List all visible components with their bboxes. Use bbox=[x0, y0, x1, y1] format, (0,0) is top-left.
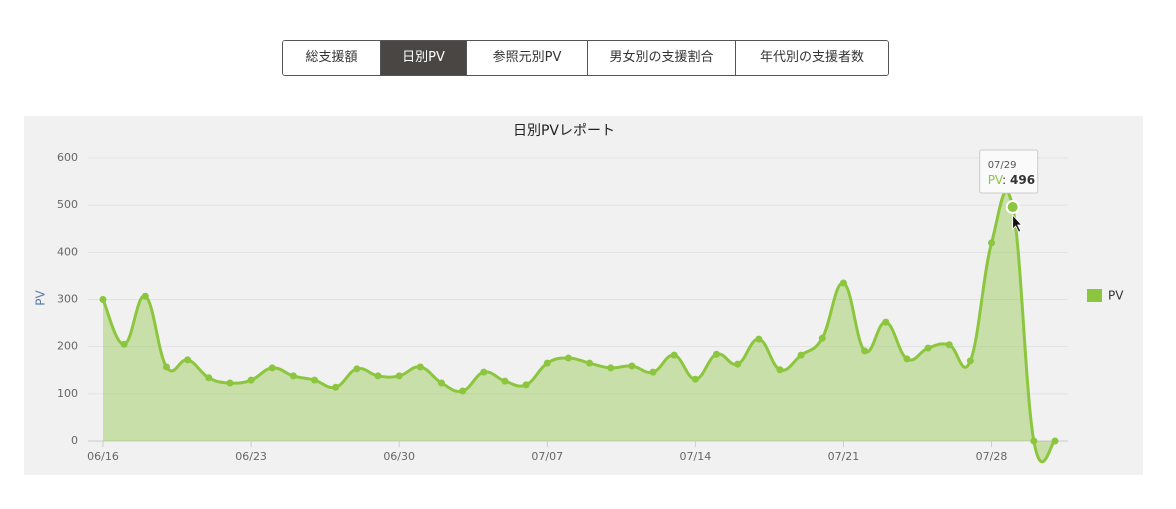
legend-label: PV bbox=[1108, 289, 1124, 303]
point bbox=[628, 362, 636, 370]
point bbox=[416, 363, 424, 371]
tab[interactable]: 男女別の支援割合 bbox=[587, 41, 735, 75]
hover-point bbox=[1005, 200, 1020, 215]
tab[interactable]: 年代別の支援者数 bbox=[735, 41, 888, 75]
point bbox=[776, 366, 784, 374]
point bbox=[755, 335, 763, 343]
point bbox=[797, 351, 805, 359]
point bbox=[162, 363, 170, 371]
legend-swatch bbox=[1087, 289, 1102, 302]
point bbox=[480, 368, 488, 376]
point bbox=[268, 364, 276, 372]
point bbox=[818, 334, 826, 342]
point bbox=[713, 350, 721, 358]
point bbox=[586, 359, 594, 367]
point bbox=[374, 372, 382, 380]
x-tick-label: 07/28 bbox=[976, 450, 1008, 463]
point bbox=[141, 292, 149, 300]
tab[interactable]: 参照元別PV bbox=[466, 41, 587, 75]
point bbox=[607, 364, 615, 372]
y-tick-label: 200 bbox=[57, 340, 78, 353]
point bbox=[839, 279, 847, 287]
point bbox=[120, 340, 128, 348]
x-tick-label: 07/21 bbox=[828, 450, 860, 463]
tooltip-number: 496 bbox=[1010, 173, 1035, 187]
point bbox=[1030, 437, 1038, 445]
point bbox=[903, 355, 911, 363]
point bbox=[289, 372, 297, 380]
tooltip-series: PV bbox=[988, 173, 1004, 187]
point bbox=[882, 318, 890, 326]
point bbox=[184, 356, 192, 364]
point bbox=[459, 387, 467, 395]
x-tick-label: 07/14 bbox=[680, 450, 712, 463]
y-tick-label: 100 bbox=[57, 387, 78, 400]
y-tick-label: 0 bbox=[71, 434, 78, 447]
point bbox=[564, 354, 572, 362]
point bbox=[924, 344, 932, 352]
tab[interactable]: 日別PV bbox=[380, 41, 466, 75]
tooltip: 07/29 PV: 496 bbox=[979, 149, 1039, 194]
x-tick-label: 06/16 bbox=[87, 450, 119, 463]
point bbox=[353, 365, 361, 373]
point bbox=[691, 375, 699, 383]
cursor bbox=[1012, 214, 1023, 233]
y-tick-label: 400 bbox=[57, 245, 78, 258]
tooltip-sep: : bbox=[1002, 173, 1010, 187]
tooltip-box bbox=[979, 149, 1039, 194]
area bbox=[103, 191, 1055, 462]
point bbox=[395, 372, 403, 380]
y-tick-label: 500 bbox=[57, 198, 78, 211]
x-tick-label: 06/23 bbox=[235, 450, 267, 463]
point bbox=[988, 239, 996, 247]
point bbox=[501, 377, 509, 385]
point bbox=[966, 357, 974, 365]
y-axis-label: PV bbox=[34, 289, 48, 305]
chart-title: 日別PVレポート bbox=[513, 123, 615, 139]
y-tick-label: 300 bbox=[57, 293, 78, 306]
point bbox=[99, 296, 107, 303]
point bbox=[226, 379, 234, 387]
point bbox=[522, 381, 530, 389]
point bbox=[311, 376, 319, 384]
tooltip-value: PV: 496 bbox=[988, 173, 1035, 187]
x-tick-label: 07/07 bbox=[531, 450, 563, 463]
chart-panel bbox=[24, 116, 1143, 475]
point bbox=[437, 379, 445, 387]
point bbox=[670, 351, 678, 359]
tab[interactable]: 総支援額 bbox=[283, 41, 380, 75]
point bbox=[649, 368, 657, 376]
point bbox=[861, 347, 869, 355]
tooltip-category: 07/29 bbox=[988, 160, 1017, 171]
point bbox=[332, 383, 340, 391]
point bbox=[734, 360, 742, 368]
x-tick-label: 06/30 bbox=[383, 450, 415, 463]
point bbox=[247, 376, 255, 384]
point bbox=[1051, 437, 1059, 445]
tab-bar: 総支援額 日別PV 参照元別PV 男女別の支援割合 年代別の支援者数 bbox=[282, 40, 889, 76]
point bbox=[543, 359, 551, 367]
point bbox=[205, 374, 213, 382]
y-tick-label: 600 bbox=[57, 151, 78, 164]
point bbox=[945, 341, 953, 349]
